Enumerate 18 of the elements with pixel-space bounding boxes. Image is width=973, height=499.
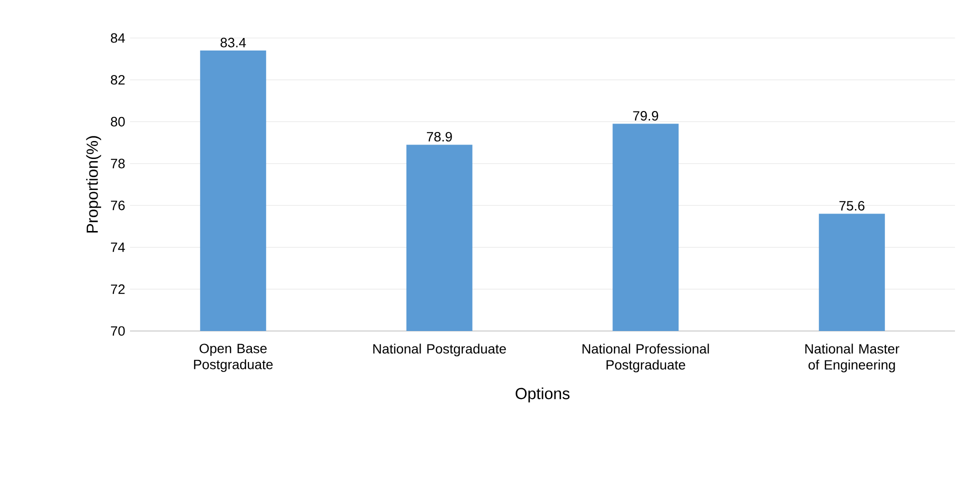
y-tick-label: 74 — [110, 242, 125, 252]
x-tick-label: Open Base Postgraduate — [194, 344, 273, 372]
y-axis-title: Proportion(%) — [86, 136, 102, 233]
x-tick-label: National Professional Postgraduate — [582, 344, 709, 372]
data-label: 83.4 — [220, 38, 246, 48]
y-tick-label: 84 — [110, 33, 125, 43]
y-tick-label: 70 — [110, 326, 125, 336]
y-tick-label: 72 — [110, 284, 125, 294]
data-label: 75.6 — [839, 201, 864, 211]
data-label: 78.9 — [426, 132, 452, 142]
x-axis-title: Options — [516, 387, 570, 402]
x-tick-label: National Postgraduate — [373, 344, 506, 356]
x-tick-label: National Master of Engineering — [805, 344, 900, 372]
y-tick-label: 82 — [110, 75, 125, 85]
y-tick-label: 80 — [110, 116, 125, 126]
y-tick-label: 78 — [110, 158, 125, 168]
data-label: 79.9 — [633, 111, 658, 121]
y-tick-label: 76 — [110, 200, 125, 210]
